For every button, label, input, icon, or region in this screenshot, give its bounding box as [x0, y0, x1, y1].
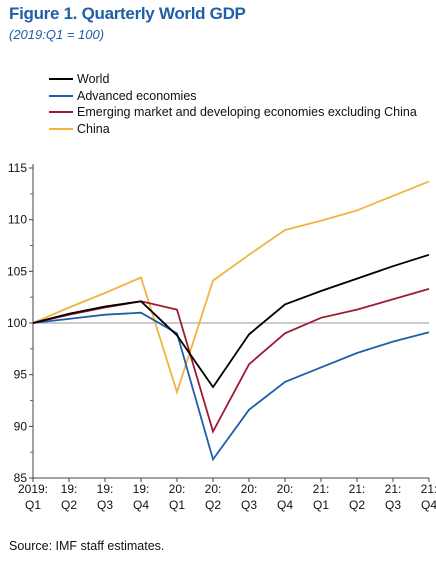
legend-label-advanced: Advanced economies: [77, 88, 197, 103]
legend-label-emerging: Emerging market and developing economies…: [77, 105, 417, 120]
y-tick-label: 105: [7, 264, 27, 278]
series-line-advanced-economies: [32, 311, 430, 462]
x-tick-label: 20: Q2: [205, 482, 222, 512]
legend-label-world: World: [77, 72, 110, 87]
legend: World Advanced economies Emerging market…: [49, 71, 417, 137]
legend-swatch-world: [49, 78, 73, 81]
y-tick-label: 85: [14, 471, 28, 485]
x-tick-label: 21: Q2: [349, 482, 366, 512]
y-tick-label: 115: [8, 161, 27, 175]
x-tick-label: 19: Q4: [133, 482, 150, 512]
y-tick-label: 110: [8, 213, 27, 227]
series-line-china: [32, 180, 430, 396]
x-tick-label: 19: Q2: [61, 482, 78, 512]
y-tick-label: 90: [14, 419, 28, 433]
legend-item-emerging: Emerging market and developing economies…: [49, 104, 417, 121]
legend-swatch-china: [49, 127, 73, 130]
x-tick-label: 21: Q4: [421, 482, 436, 512]
y-tick-label: 100: [7, 316, 27, 330]
legend-item-advanced: Advanced economies: [49, 88, 417, 105]
x-tick-label: 20: Q4: [277, 482, 294, 512]
x-tick-label: 20: Q1: [169, 482, 186, 512]
chart-title: Figure 1. Quarterly World GDP: [9, 4, 246, 23]
chart-subtitle: (2019:Q1 = 100): [9, 27, 105, 42]
x-tick-label: 2019: Q1: [18, 482, 48, 512]
x-tick-label: 19: Q3: [97, 482, 114, 512]
legend-label-china: China: [77, 121, 110, 136]
x-tick-label: 20: Q3: [241, 482, 258, 512]
source-note: Source: IMF staff estimates.: [9, 539, 165, 553]
legend-swatch-advanced: [49, 94, 73, 97]
legend-item-world: World: [49, 71, 417, 88]
x-tick-label: 21: Q1: [313, 482, 330, 512]
legend-item-china: China: [49, 121, 417, 138]
x-tick-label: 21: Q3: [385, 482, 402, 512]
series-line-emerging-market-and-developing-economies-excluding-china: [32, 288, 430, 434]
series-line-world: [32, 253, 430, 389]
legend-swatch-emerging: [49, 111, 73, 114]
y-tick-label: 95: [14, 368, 28, 382]
